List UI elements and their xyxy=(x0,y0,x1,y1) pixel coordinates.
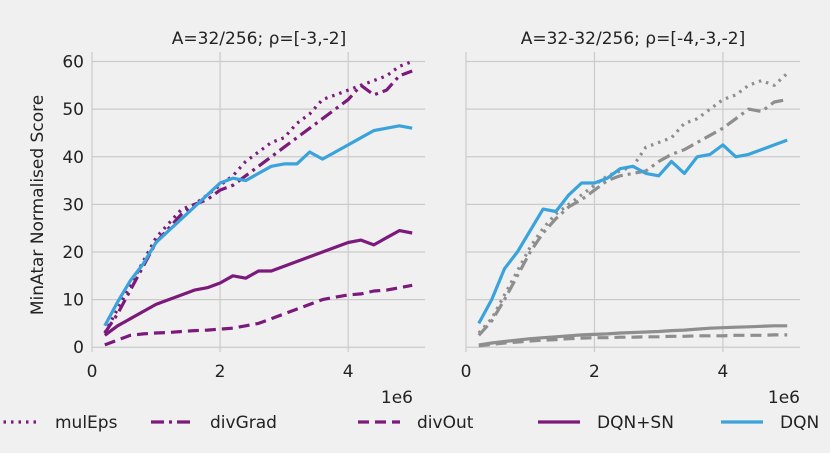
panel-1: 0 10 20 30 40 50 60 0 2 4 xyxy=(62,52,425,382)
series-line-dqn-sn xyxy=(478,324,788,347)
y-tick-label: 40 xyxy=(62,148,84,168)
legend-label: mulEps xyxy=(55,413,118,433)
y-axis-label: MinAtar Normalised Score xyxy=(28,95,48,315)
panel-1-title: A=32/256; ρ=[-3,-2] xyxy=(172,29,346,49)
x-tick-label: 0 xyxy=(461,362,472,382)
series-line-dqn xyxy=(477,138,788,325)
y-tick-label: 20 xyxy=(62,243,84,263)
x-tick-label: 4 xyxy=(718,362,729,382)
series-line-divout xyxy=(104,283,413,347)
legend-label: DQN+SN xyxy=(597,413,674,433)
x-tick-label: 2 xyxy=(589,362,600,382)
series-line-divgrad xyxy=(477,98,788,337)
series-line-divout xyxy=(478,333,788,348)
y-tick-label: 50 xyxy=(62,100,84,120)
x-tick-label: 2 xyxy=(215,362,226,382)
legend: mulEps divGrad divOut DQN+SN DQN xyxy=(0,413,819,433)
y-tick-label: 60 xyxy=(62,53,84,73)
legend-label: divOut xyxy=(417,413,474,433)
y-tick-label: 0 xyxy=(73,338,84,358)
y-tick-label: 10 xyxy=(62,291,84,311)
panel-1-x-offset-label: 1e6 xyxy=(381,388,413,408)
panel-2-x-offset-label: 1e6 xyxy=(768,388,800,408)
x-tick-label: 0 xyxy=(87,362,98,382)
y-tick-label: 30 xyxy=(62,195,84,215)
legend-label: DQN xyxy=(780,413,819,433)
legend-label: divGrad xyxy=(210,413,277,433)
series-line-dqn xyxy=(103,124,413,327)
panel-2-title: A=32-32/256; ρ=[-4,-3,-2] xyxy=(521,29,746,49)
x-tick-label: 4 xyxy=(343,362,354,382)
series-line-dqn-sn xyxy=(103,229,413,337)
panel-2: 0 2 4 xyxy=(461,52,800,382)
